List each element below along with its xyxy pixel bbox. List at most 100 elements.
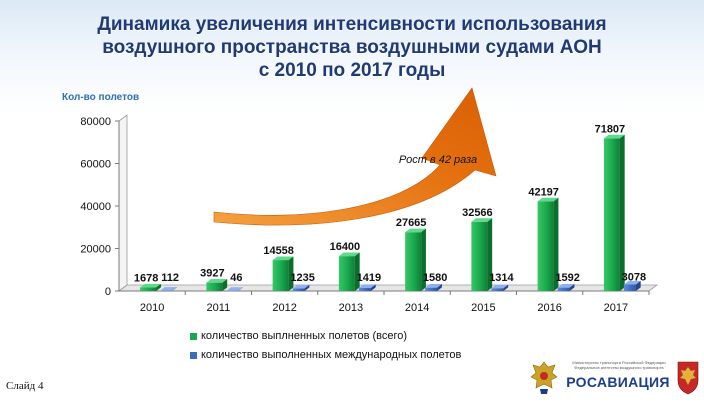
y-tick-label: 0: [105, 286, 111, 298]
bar-total-front: [405, 232, 422, 291]
bar-international: [425, 284, 442, 291]
bar-international: [226, 287, 244, 291]
growth-annotation: Рост в 42 раза: [399, 154, 477, 166]
double-eagle-emblem-icon: [530, 361, 558, 394]
bar-total-front: [272, 260, 289, 291]
bar-total-side: [288, 256, 294, 291]
bar-international-top: [292, 284, 310, 289]
bar-total-top: [537, 197, 559, 202]
x-tick-label: 2013: [339, 302, 363, 314]
bar-international-front: [425, 287, 438, 291]
data-label-international: 1580: [423, 272, 447, 284]
bar-international-side: [569, 284, 575, 291]
bar-international-top: [557, 284, 575, 288]
data-label-total: 14558: [263, 245, 294, 257]
logo-caption: Министерство транспорта Российской Федер…: [564, 360, 674, 370]
bar-international-side: [172, 287, 177, 291]
bar-total-side: [354, 252, 360, 291]
bar-total-top: [206, 279, 228, 283]
data-label-total: 71807: [595, 123, 626, 135]
bar-international-side: [437, 284, 442, 291]
bar-international-top: [358, 284, 376, 288]
bar-total: [603, 134, 625, 291]
floor: [117, 284, 659, 292]
bar-international: [292, 284, 310, 291]
legend-label-total: количество выплненных полетов (всего): [201, 330, 408, 342]
bar-total-front: [471, 221, 488, 291]
bar-total: [272, 256, 294, 291]
chart-title-line-2: воздушного пространства воздушными судам…: [102, 37, 602, 58]
y-axis-label: Кол-во полетов: [62, 92, 140, 103]
bar-total-front: [338, 256, 355, 291]
x-tick-label: 2015: [471, 302, 495, 314]
bar-total-side: [156, 283, 161, 291]
data-label-total: 42197: [528, 186, 559, 198]
bar-total: [206, 279, 228, 291]
bar-total-front: [140, 287, 157, 291]
bar-international-side: [503, 284, 509, 291]
bar-international-top: [226, 287, 244, 291]
legend-swatch-total: [190, 332, 197, 340]
legend-item-international: количество выполненных международных пол…: [190, 349, 461, 361]
bar-total: [537, 197, 559, 291]
bar-total: [338, 252, 360, 291]
coat-of-arms-icon: [677, 361, 699, 395]
bar-total-top: [405, 228, 426, 233]
bar-total-side: [487, 218, 493, 291]
data-label-international: 1592: [555, 272, 579, 284]
logo-caption-line-1: Министерство транспорта Российской Федер…: [572, 360, 666, 365]
bar-total-front: [537, 201, 554, 291]
bar-total: [140, 283, 161, 291]
growth-arrow: [213, 87, 497, 226]
bar-international: [491, 284, 509, 291]
y-tick-label: 40000: [80, 201, 111, 213]
data-label-total: 3927: [200, 268, 224, 280]
bar-international-top: [425, 284, 442, 288]
data-label-international: 1314: [489, 272, 514, 284]
bar-total-front: [603, 138, 620, 291]
x-tick-label: 2011: [207, 302, 231, 314]
bar-international-front: [623, 284, 636, 291]
x-tick-label: 2014: [405, 302, 429, 314]
data-label-total: 1678: [134, 272, 158, 284]
bar-international-top: [623, 280, 641, 285]
bar-total-top: [140, 283, 161, 288]
bar-total-top: [603, 134, 625, 139]
legend-swatch-international: [190, 351, 197, 359]
legend-item-total: количество выплненных полетов (всего): [190, 330, 407, 342]
data-label-international: 112: [161, 272, 179, 284]
y-tick-label: 60000: [80, 159, 111, 171]
data-label-total: 16400: [330, 241, 361, 253]
bar-total-side: [421, 228, 426, 291]
bar-total-top: [338, 252, 360, 257]
x-tick-label: 2017: [604, 302, 628, 314]
bar-international-top: [491, 284, 509, 289]
data-label-international: 1235: [290, 272, 314, 284]
bar-international-front: [491, 288, 504, 291]
x-tick-label: 2010: [140, 302, 164, 314]
slide-number: Слайд 4: [6, 380, 44, 392]
data-label-international: 1419: [357, 272, 381, 284]
data-label-total: 27665: [396, 217, 427, 229]
bar-international-front: [358, 287, 371, 291]
bar-international-front: [557, 287, 570, 291]
bar-total-front: [206, 282, 223, 291]
bar-total-top: [471, 218, 493, 222]
bar-international: [623, 280, 641, 291]
data-label-total: 32566: [462, 207, 493, 219]
chart-title-line-3: с 2010 по 2017 годы: [258, 60, 446, 81]
rosaviatsia-logo: Министерство транспорта Российской Федер…: [530, 356, 702, 402]
bar-international-side: [370, 284, 376, 291]
bar-total: [405, 228, 426, 291]
data-label-international: 3078: [622, 271, 646, 283]
side-wall: [118, 114, 128, 292]
bar-international: [557, 284, 575, 291]
y-tick-label: 80000: [80, 116, 111, 128]
bar-international: [358, 284, 376, 291]
legend-label-international: количество выполненных международных пол…: [201, 349, 462, 361]
bar-international-side: [635, 280, 641, 291]
x-tick-label: 2016: [537, 302, 561, 314]
data-label-international: 46: [230, 272, 242, 284]
